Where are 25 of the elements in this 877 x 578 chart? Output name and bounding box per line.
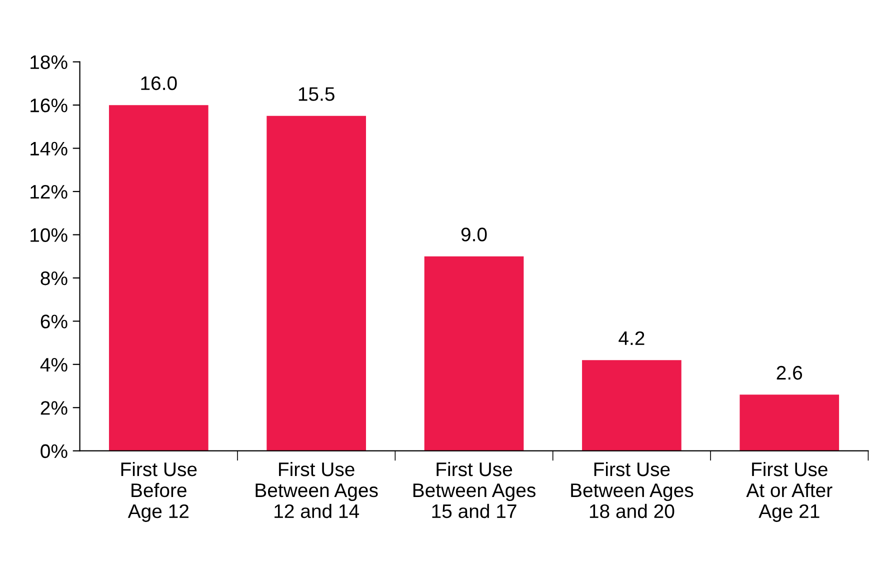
data-label: 16.0 bbox=[141, 76, 177, 90]
y-tick-label: 12% bbox=[30, 184, 68, 199]
bar bbox=[108, 105, 208, 451]
x-tick-label: First Use At or After Age 21 bbox=[746, 462, 832, 522]
y-tick-label: 16% bbox=[30, 98, 68, 112]
y-tick-label: 2% bbox=[40, 401, 68, 415]
bar bbox=[266, 116, 366, 451]
bar bbox=[424, 256, 524, 451]
x-tick-label: First Use Before Age 12 bbox=[121, 462, 197, 522]
x-tick-label: First Use Between Ages 18 and 20 bbox=[571, 462, 694, 518]
y-tick-label: 6% bbox=[40, 314, 68, 328]
y-tick-label: 4% bbox=[40, 358, 68, 372]
y-tick-label: 18% bbox=[30, 55, 68, 70]
y-tick-label: 0% bbox=[40, 444, 68, 458]
data-label: 15.5 bbox=[298, 87, 334, 101]
y-tick-label: 14% bbox=[30, 142, 68, 156]
bar bbox=[740, 394, 840, 451]
data-label: 2.6 bbox=[776, 366, 802, 380]
data-label: 9.0 bbox=[461, 228, 487, 242]
data-label: 4.2 bbox=[618, 331, 644, 345]
bar bbox=[582, 360, 682, 451]
y-tick-label: 8% bbox=[40, 271, 68, 286]
y-tick-label: 10% bbox=[30, 228, 68, 242]
x-tick-label: First Use Between Ages 15 and 17 bbox=[413, 462, 536, 518]
x-tick-label: First Use Between Ages 12 and 14 bbox=[256, 462, 378, 518]
